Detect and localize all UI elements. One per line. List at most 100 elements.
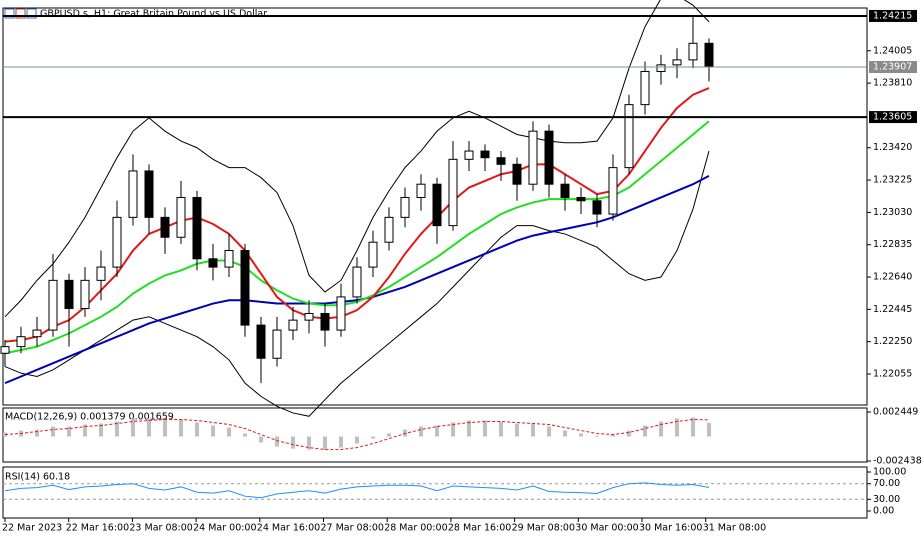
macd-bar	[627, 430, 631, 437]
indicator-line	[4, 87, 710, 343]
macd-bar	[435, 425, 439, 437]
macd-bar	[531, 423, 535, 437]
macd-bar	[451, 422, 455, 437]
candle-body	[352, 266, 362, 298]
macd-bar	[419, 426, 423, 437]
macd-bar	[579, 433, 583, 437]
y-tick-label: 1.24005	[873, 45, 912, 56]
y-tick-label: -0.002438	[873, 455, 922, 466]
current-price-box	[869, 61, 917, 74]
macd-bar	[243, 433, 247, 437]
candle-body	[608, 167, 618, 215]
x-tick-label: 22 Mar 16:00	[66, 523, 129, 534]
macd-bar	[563, 430, 567, 437]
icon	[4, 8, 15, 19]
candle-body	[160, 216, 170, 238]
candle-body	[80, 279, 90, 310]
x-tick-label: 30 Mar 16:00	[639, 523, 702, 534]
macd-bar	[147, 418, 151, 437]
candle-body	[688, 42, 698, 61]
y-tick-label: 1.22445	[873, 304, 912, 315]
macd-bar	[483, 420, 487, 437]
candle-body	[576, 196, 586, 202]
candle-body	[224, 250, 234, 268]
macd-bar	[195, 422, 199, 437]
macd-bar	[371, 436, 375, 439]
macd-bar	[611, 434, 615, 437]
y-tick-label: 1.22835	[873, 239, 912, 250]
candle-body	[416, 183, 426, 198]
macd-bar	[707, 422, 711, 437]
candle-body	[96, 266, 106, 281]
macd-bar	[307, 436, 311, 450]
candle-body	[544, 130, 554, 185]
macd-bar	[51, 426, 55, 437]
candle-body	[48, 279, 58, 331]
candle-body	[0, 346, 10, 354]
main-pane	[2, 7, 868, 406]
x-tick-label: 22 Mar 2023	[2, 523, 62, 534]
macd-bar	[467, 420, 471, 437]
candle-body	[672, 59, 682, 66]
level-box	[869, 111, 917, 124]
icon	[15, 8, 26, 19]
candle-body	[288, 319, 298, 331]
macd-bar	[275, 436, 279, 447]
candle-body	[128, 170, 138, 218]
x-tick-label: 28 Mar 00:00	[384, 523, 447, 534]
level-label: 1.24215	[873, 10, 912, 21]
macd-bar	[691, 417, 695, 437]
candle-body	[384, 216, 394, 243]
candle-body	[64, 279, 74, 310]
x-tick-label: 30 Mar 00:00	[575, 523, 638, 534]
candle-body	[448, 158, 458, 227]
macd-bar	[83, 424, 87, 437]
current-price-label: 1.23907	[873, 62, 912, 73]
candle-body	[656, 64, 666, 72]
candle-body	[320, 312, 330, 331]
macd-signal	[4, 419, 710, 451]
macd-bar	[259, 436, 263, 443]
candle-body	[496, 157, 506, 165]
candle-body	[560, 183, 570, 198]
level-box	[869, 9, 917, 22]
candle-body	[144, 170, 154, 218]
x-tick-label: 28 Mar 16:00	[448, 523, 511, 534]
y-tick-label: 1.23030	[873, 207, 912, 218]
y-tick-label: 0.00	[873, 506, 894, 517]
macd-bar	[499, 421, 503, 437]
macd-bar	[115, 421, 119, 437]
macd-bar	[99, 423, 103, 437]
macd-bar	[387, 433, 391, 437]
candle-body	[256, 324, 266, 359]
x-tick-label: 31 Mar 08:00	[703, 523, 766, 534]
y-tick-label: 1.22055	[873, 369, 912, 380]
macd-bar	[211, 425, 215, 437]
macd-bar	[339, 436, 343, 448]
candle-body	[336, 296, 346, 331]
macd-label: MACD(12,26,9) 0.001379 0.001659	[5, 412, 174, 423]
candle-body	[528, 130, 538, 185]
macd-bar	[179, 419, 183, 437]
candle-body	[16, 336, 26, 348]
y-tick-label: 1.23225	[873, 175, 912, 186]
macd-bar	[291, 436, 295, 449]
candle-body	[432, 183, 442, 227]
candle-body	[192, 196, 202, 260]
macd-bar	[323, 436, 327, 450]
rsi-label: RSI(14) 60.18	[5, 472, 70, 483]
y-tick-label: 100.00	[873, 466, 906, 477]
candle-body	[272, 329, 282, 359]
macd-bar	[675, 418, 679, 437]
chart-title: GBPUSD.s, H1: Great Britain Pound vs US …	[40, 9, 267, 20]
rsi-line	[4, 482, 710, 499]
candle-body	[640, 70, 650, 106]
x-tick-label: 23 Mar 08:00	[129, 523, 192, 534]
y-tick-label: 1.22640	[873, 272, 912, 283]
macd-bar	[355, 436, 359, 444]
level-label: 1.23605	[873, 112, 912, 123]
y-tick-label: 1.23810	[873, 78, 912, 89]
x-tick-label: 29 Mar 08:00	[512, 523, 575, 534]
x-tick-label: 24 Mar 16:00	[257, 523, 320, 534]
